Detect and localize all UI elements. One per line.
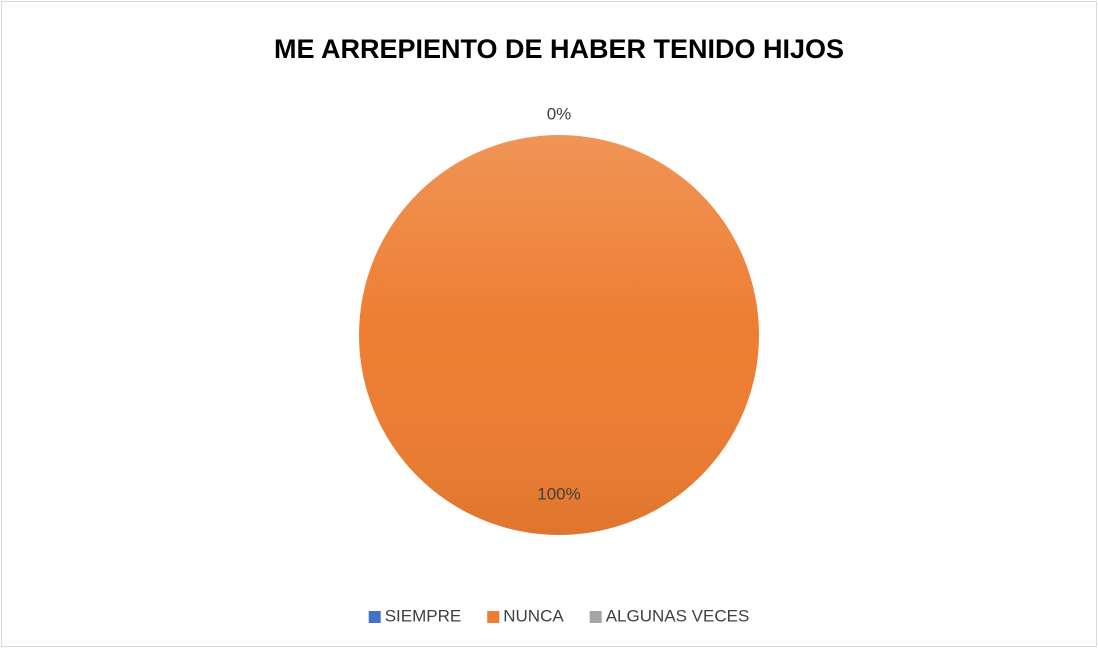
data-labels: 0% 100%	[537, 104, 580, 503]
legend-swatch	[487, 611, 500, 623]
legend-label: SIEMPRE	[385, 606, 462, 625]
data-label: 0%	[547, 104, 572, 123]
pie	[359, 135, 759, 535]
data-label: 100%	[537, 484, 580, 503]
legend-label: NUNCA	[503, 606, 564, 625]
chart-title: ME ARREPIENTO DE HABER TENIDO HIJOS	[274, 34, 844, 64]
legend: SIEMPRE NUNCA ALGUNAS VECES	[368, 606, 750, 625]
legend-swatch	[589, 611, 602, 623]
legend-label: ALGUNAS VECES	[606, 606, 750, 625]
legend-swatch	[368, 611, 381, 623]
